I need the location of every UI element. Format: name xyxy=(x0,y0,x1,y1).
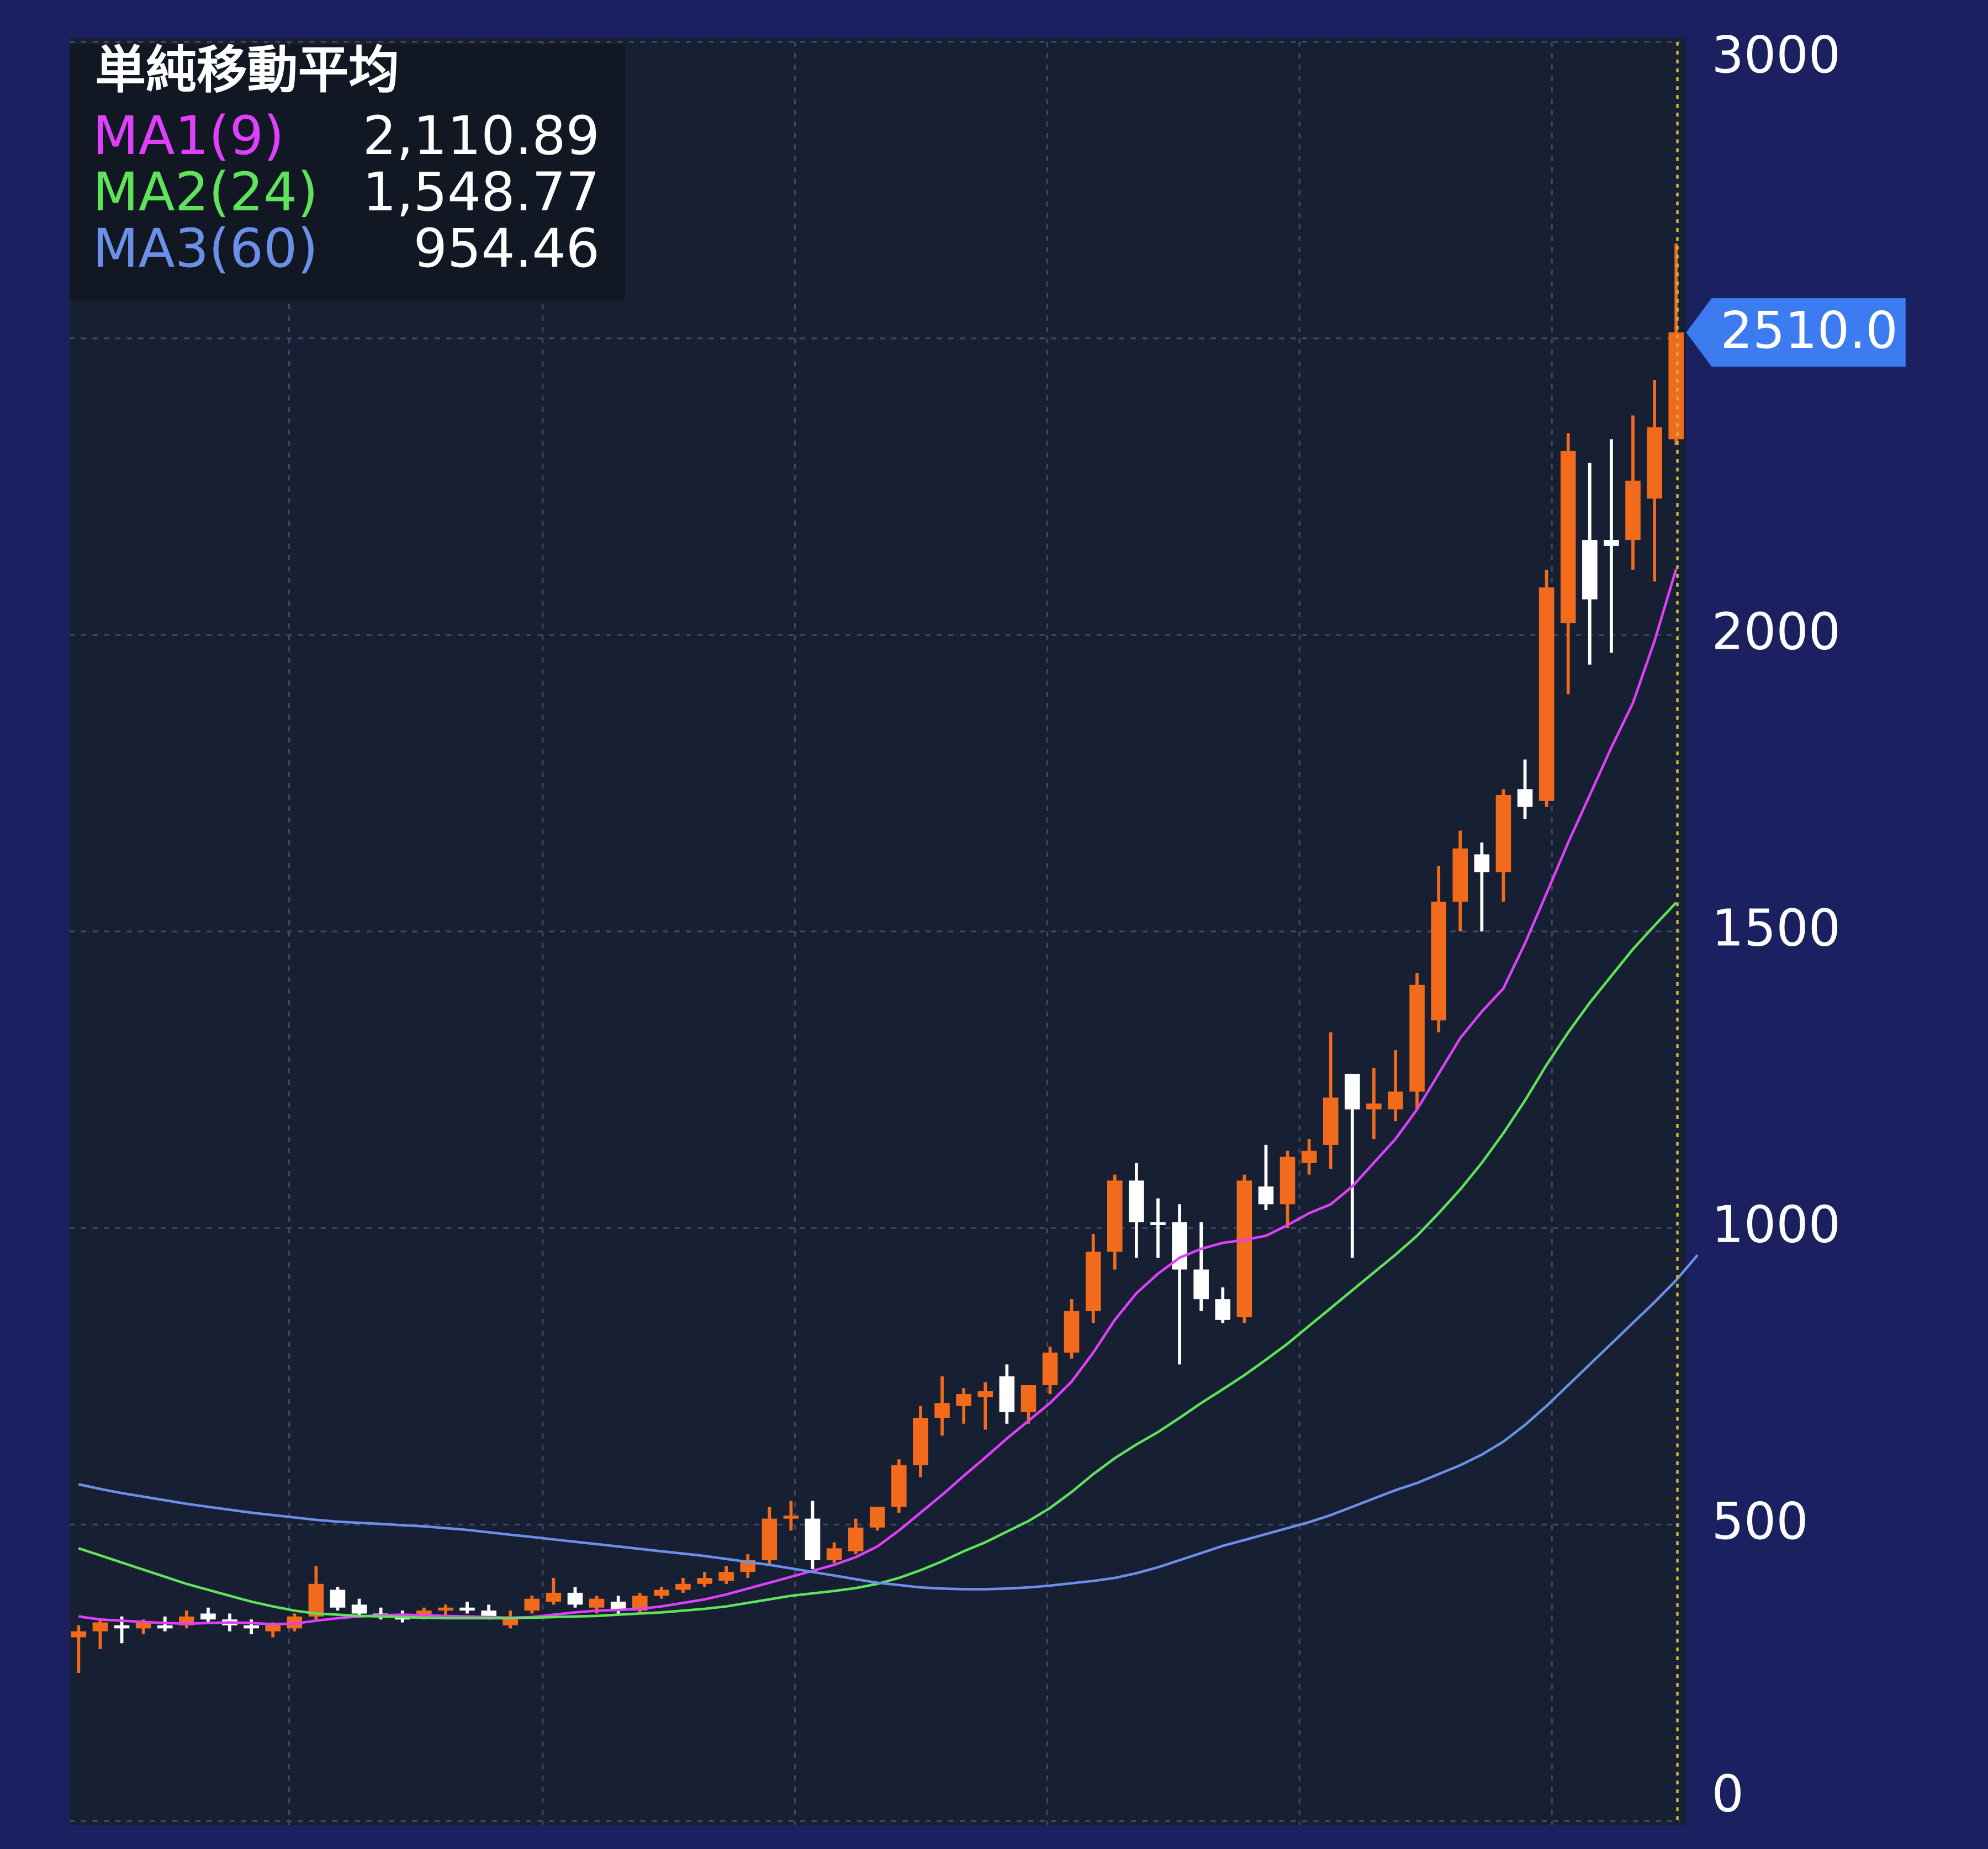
candle-body xyxy=(610,1602,626,1611)
candle-body xyxy=(870,1507,885,1528)
candle-body xyxy=(1647,427,1662,499)
candle-body xyxy=(244,1625,259,1629)
candle-body xyxy=(913,1418,928,1465)
candle-body xyxy=(71,1631,87,1638)
candle-body xyxy=(1323,1097,1339,1145)
candle-body xyxy=(1604,540,1619,546)
candle-body xyxy=(999,1376,1015,1412)
candle-body xyxy=(891,1465,907,1507)
candle-body xyxy=(1582,540,1598,600)
candle-body xyxy=(1388,1092,1403,1110)
candle-body xyxy=(1409,984,1425,1092)
candle-body xyxy=(1345,1073,1360,1110)
candle-body xyxy=(200,1613,216,1620)
candle-body xyxy=(135,1622,151,1629)
candle-body xyxy=(114,1625,130,1629)
candle-body xyxy=(589,1598,605,1608)
candle-body xyxy=(1085,1252,1101,1311)
candle-body xyxy=(762,1518,778,1560)
candle-body xyxy=(1193,1269,1209,1300)
candle-body xyxy=(1366,1103,1382,1110)
y-tick-label: 1500 xyxy=(1711,899,1841,958)
legend: 単純移動平均 MA1(9) 2,110.89 MA2(24) 1,548.77 MA3(… xyxy=(70,41,625,301)
candle-body xyxy=(438,1607,453,1611)
candle-body xyxy=(330,1590,346,1608)
candle-body xyxy=(1236,1180,1252,1317)
candle-body xyxy=(351,1604,367,1614)
candle-body xyxy=(1279,1157,1296,1205)
candle-body xyxy=(1560,451,1576,623)
candle-body xyxy=(1431,902,1446,1021)
candle-body xyxy=(805,1518,821,1560)
candle-body xyxy=(826,1548,842,1560)
candle-body xyxy=(1538,587,1555,801)
y-tick-label: 2000 xyxy=(1711,602,1841,661)
candle-body xyxy=(1107,1180,1123,1252)
candle-body xyxy=(1042,1352,1058,1385)
candle-body xyxy=(718,1572,734,1581)
candle-body xyxy=(1150,1222,1166,1225)
candle-body xyxy=(1668,332,1684,439)
legend-label: MA3(60) xyxy=(93,218,318,279)
y-tick-label: 500 xyxy=(1711,1492,1808,1551)
candle-body xyxy=(1129,1180,1144,1222)
candle-body xyxy=(848,1527,864,1551)
legend-value: 954.46 xyxy=(414,218,600,279)
candle-body xyxy=(977,1391,993,1397)
legend-title: 単純移動平均 xyxy=(95,41,399,100)
candle-body xyxy=(1258,1186,1274,1205)
candle-body xyxy=(1301,1151,1317,1163)
candle-body xyxy=(1452,848,1468,902)
candle-body xyxy=(524,1598,540,1611)
legend-value: 1,548.77 xyxy=(363,161,600,223)
price-tag xyxy=(1686,298,1906,367)
candle-body xyxy=(1215,1299,1231,1320)
candle-body xyxy=(675,1583,691,1590)
candle-body xyxy=(1517,789,1533,807)
price-tag-label: 2510.0 xyxy=(1721,301,1898,360)
y-tick-label: 0 xyxy=(1711,1764,1743,1823)
ma-line xyxy=(78,1254,1699,1591)
candle-body xyxy=(481,1610,496,1617)
candle-body xyxy=(265,1625,281,1631)
legend-label: MA2(24) xyxy=(93,161,318,223)
candle-body xyxy=(654,1590,669,1596)
candle-body xyxy=(956,1394,971,1406)
legend-label: MA1(9) xyxy=(93,105,284,167)
candle-body xyxy=(546,1592,562,1602)
candle-body xyxy=(934,1403,950,1418)
candle-body xyxy=(416,1610,432,1617)
ma-line xyxy=(78,569,1678,1626)
legend-box xyxy=(70,44,625,301)
candle-body xyxy=(157,1625,173,1629)
legend-value: 2,110.89 xyxy=(363,105,600,167)
candle-body xyxy=(1064,1311,1080,1353)
candle-body xyxy=(1021,1385,1037,1412)
candle-body xyxy=(567,1592,583,1605)
candle-body xyxy=(1474,854,1490,872)
candle-body xyxy=(783,1516,799,1519)
candle-body xyxy=(1625,480,1641,541)
y-tick-label: 3000 xyxy=(1711,25,1841,84)
candle-body xyxy=(1495,795,1511,872)
candle-body xyxy=(308,1583,324,1617)
candle-body xyxy=(697,1578,712,1584)
candle-body xyxy=(459,1607,475,1611)
candle-body xyxy=(92,1622,108,1631)
y-tick-label: 1000 xyxy=(1711,1195,1841,1254)
